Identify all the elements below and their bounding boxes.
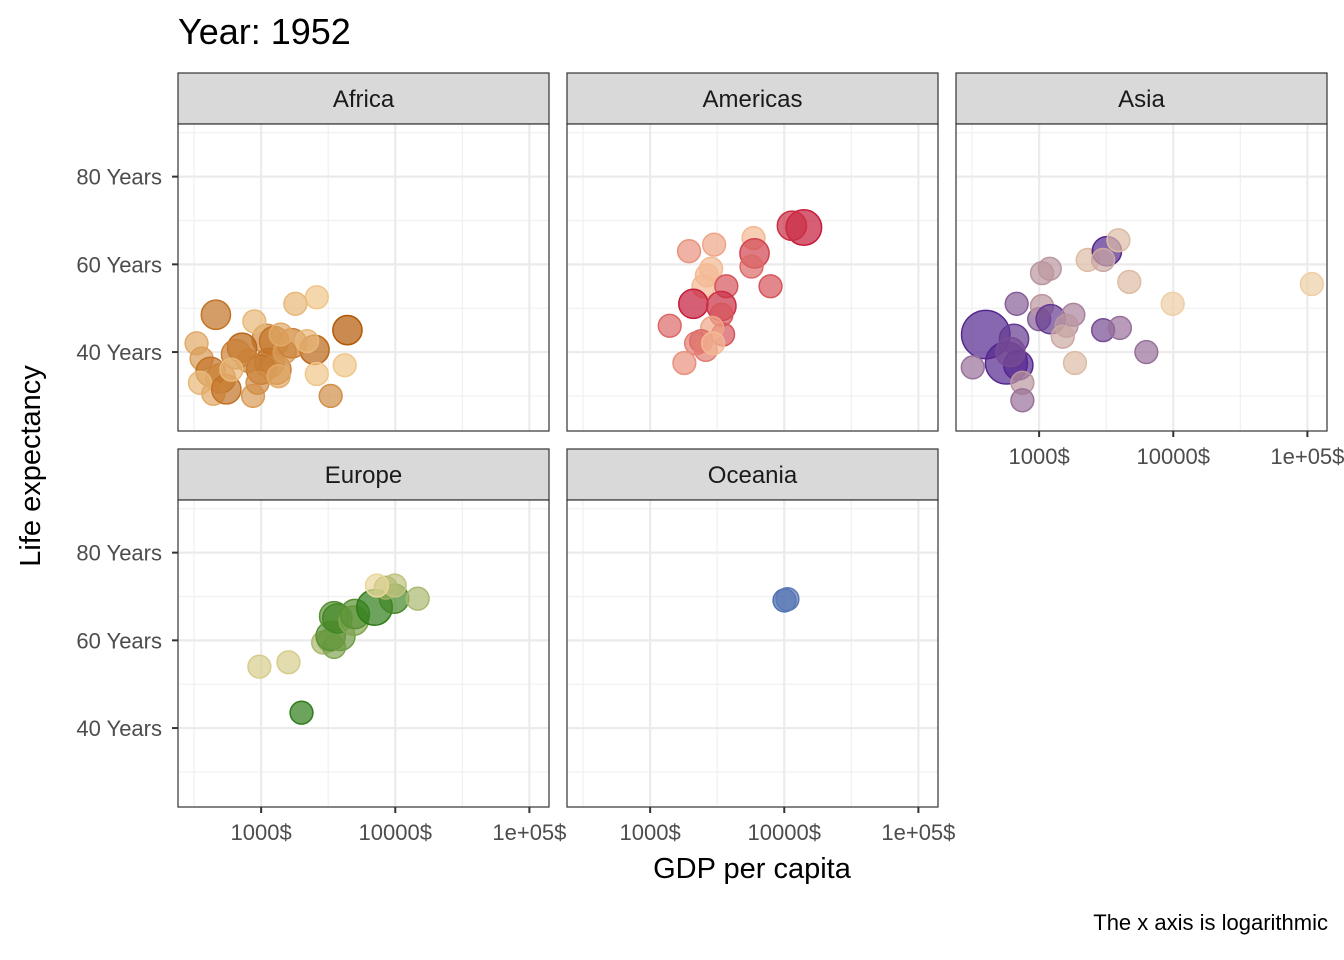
y-tick-label: 80 Years (76, 541, 162, 566)
data-point (364, 573, 390, 598)
points-oceania (772, 586, 800, 613)
data-point (657, 313, 682, 338)
panel-border (177, 123, 550, 432)
data-point (304, 361, 329, 387)
data-point (776, 210, 808, 242)
x-tick-label: 1000$ (231, 820, 292, 845)
x-tick-label: 1e+05$ (492, 820, 566, 845)
data-point (405, 586, 430, 611)
x-tick-label: 1000$ (1009, 444, 1070, 469)
data-point (1050, 324, 1075, 349)
data-point (200, 299, 232, 331)
data-point (332, 314, 363, 346)
panel-border (566, 499, 939, 808)
data-point (739, 254, 764, 279)
data-point (1062, 350, 1088, 376)
points-americas (657, 208, 823, 376)
panel-background (178, 124, 549, 431)
data-point (289, 700, 314, 725)
data-point (758, 274, 783, 299)
facet-strip (566, 72, 939, 125)
y-tick-label: 40 Years (76, 340, 162, 365)
x-tick-label: 1e+05$ (881, 820, 955, 845)
y-tick-label: 40 Years (76, 716, 162, 741)
data-point (678, 288, 709, 320)
facet-panels: Africa 40 Years 60 Years 80 Years Americas As… (76, 72, 1344, 845)
data-point (266, 364, 291, 389)
chart-caption: The x axis is logarithmic (1093, 910, 1328, 935)
points-asia (960, 228, 1325, 413)
data-point (1117, 269, 1142, 295)
data-point (283, 291, 308, 316)
x-axis-title: GDP per capita (653, 853, 852, 885)
data-point (276, 650, 301, 675)
facet-strip (177, 72, 550, 125)
data-point (245, 370, 270, 395)
points-europe (247, 573, 430, 725)
facet-europe: Europe 40 Years 60 Years 80 Years 1000$ 10000… (76, 448, 566, 845)
facet-oceania: Oceania 1000$ 10000$ 1e+05$ (566, 448, 955, 845)
facet-africa: Africa 40 Years 60 Years 80 Years (76, 72, 550, 432)
data-point (294, 328, 320, 354)
x-tick-label: 10000$ (359, 820, 432, 845)
data-point (247, 654, 272, 679)
data-point (268, 322, 293, 347)
points-africa (184, 285, 363, 409)
data-point (1134, 339, 1159, 365)
data-point (994, 336, 1026, 368)
facet-strip-label: Africa (333, 86, 395, 113)
data-point (1106, 228, 1131, 253)
x-tick-label: 10000$ (748, 820, 821, 845)
data-point (318, 383, 343, 409)
panel-border (177, 499, 550, 808)
data-point (1037, 256, 1062, 281)
facet-strip-label: Europe (325, 462, 402, 489)
panel-background (178, 500, 549, 807)
data-point (1299, 271, 1325, 297)
chart-title: Year: 1952 (178, 11, 351, 52)
facet-asia: Asia 1000$ 10000$ 1e+05$ (955, 72, 1344, 469)
facet-strip-label: Americas (702, 86, 802, 113)
data-point (332, 353, 357, 378)
x-tick-label: 10000$ (1137, 444, 1210, 469)
facet-strip (177, 448, 550, 501)
x-tick-label: 1e+05$ (1270, 444, 1344, 469)
data-point (1010, 388, 1035, 413)
data-point (672, 350, 697, 376)
data-point (304, 285, 329, 310)
data-point (1107, 315, 1133, 341)
facet-americas: Americas (566, 72, 939, 432)
panel-border (955, 123, 1328, 432)
data-point (960, 355, 985, 380)
data-point (775, 586, 800, 612)
panel-background (567, 500, 938, 807)
panel-border (566, 123, 939, 432)
y-tick-label: 60 Years (76, 252, 162, 277)
y-tick-label: 80 Years (76, 165, 162, 190)
x-tick-label: 1000$ (620, 820, 681, 845)
data-point (1004, 291, 1029, 316)
facet-strip-label: Asia (1118, 86, 1165, 113)
facet-strip-label: Oceania (708, 462, 798, 489)
y-axis-title: Life expectancy (15, 365, 47, 567)
y-tick-label: 60 Years (76, 628, 162, 653)
data-point (242, 309, 267, 334)
data-point (1160, 291, 1185, 316)
data-point (676, 239, 702, 264)
data-point (701, 331, 726, 356)
data-point (219, 357, 244, 382)
data-point (701, 232, 727, 257)
data-point (1090, 247, 1116, 273)
